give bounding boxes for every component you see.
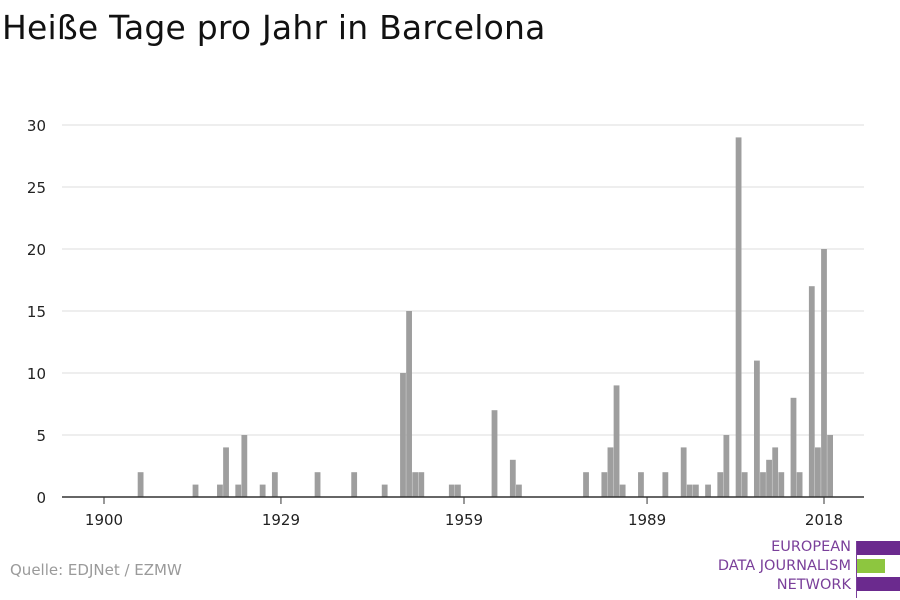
logo-line-2: DATA JOURNALISM xyxy=(717,558,851,574)
logo-bar-bottom xyxy=(857,577,900,591)
bar xyxy=(790,397,797,497)
axes: 0 5 10 15 20 25 30 1900 1929 1959 1989 2018 xyxy=(27,117,864,529)
bar xyxy=(406,311,412,497)
bar xyxy=(455,484,461,497)
y-tick-label: 0 xyxy=(36,489,46,507)
bar xyxy=(381,484,388,497)
bar xyxy=(766,459,772,497)
logo-line-3: NETWORK xyxy=(776,577,851,593)
bar xyxy=(192,484,199,497)
bar xyxy=(241,435,248,497)
bar xyxy=(418,472,425,497)
bar xyxy=(796,472,803,497)
bar xyxy=(412,472,419,497)
bars xyxy=(137,137,833,497)
bar xyxy=(827,435,833,497)
logo-line-1: EUROPEAN xyxy=(771,539,851,555)
bar xyxy=(583,472,589,497)
bar xyxy=(223,447,229,497)
bar xyxy=(448,484,455,497)
bar-chart: 0 5 10 15 20 25 30 1900 1929 1959 1989 2018 xyxy=(27,117,864,529)
bar xyxy=(723,435,730,497)
bar xyxy=(717,472,724,497)
bar xyxy=(753,360,760,497)
bar xyxy=(638,472,644,497)
bar xyxy=(686,484,693,497)
y-tick-label: 20 xyxy=(27,241,46,259)
bar xyxy=(516,484,522,497)
bar xyxy=(741,472,748,497)
bar xyxy=(760,472,766,497)
bar xyxy=(772,447,779,497)
bar xyxy=(607,447,614,497)
y-tick-label: 10 xyxy=(27,365,46,383)
y-tick-label: 15 xyxy=(27,303,46,321)
bar xyxy=(619,484,626,497)
bar xyxy=(601,472,608,497)
y-tick-label: 25 xyxy=(27,179,46,197)
bar xyxy=(680,447,687,497)
x-tick-label: 1959 xyxy=(445,511,483,529)
logo-bar-top xyxy=(857,541,900,555)
x-tick-label: 1900 xyxy=(85,511,123,529)
bar xyxy=(217,484,223,497)
chart-title: Heiße Tage pro Jahr in Barcelona xyxy=(2,8,546,47)
y-tick-label: 30 xyxy=(27,117,46,135)
edjnet-logo: EUROPEAN DATA JOURNALISM NETWORK xyxy=(700,537,900,600)
bar xyxy=(314,472,321,497)
bar xyxy=(509,459,516,497)
x-tick-label: 1989 xyxy=(628,511,666,529)
logo-bar-middle xyxy=(857,559,885,573)
bar xyxy=(259,484,266,497)
x-tick-label: 1929 xyxy=(262,511,300,529)
bar xyxy=(778,472,785,497)
bar xyxy=(491,410,498,497)
bar xyxy=(735,137,742,497)
bar xyxy=(662,472,669,497)
bar xyxy=(705,484,711,497)
y-tick-label: 5 xyxy=(36,427,46,445)
bar xyxy=(692,484,699,497)
bar xyxy=(137,472,144,497)
bar xyxy=(271,472,278,497)
bar xyxy=(815,447,821,497)
bar xyxy=(613,385,620,497)
logo-divider xyxy=(856,541,857,598)
bar xyxy=(351,472,358,497)
bar xyxy=(400,373,406,497)
bar xyxy=(808,286,815,497)
gridlines xyxy=(62,124,864,436)
x-tick-label: 2018 xyxy=(805,511,843,529)
source-note: Quelle: EDJNet / EZMW xyxy=(10,561,182,579)
bar xyxy=(821,249,827,497)
bar xyxy=(235,484,242,497)
